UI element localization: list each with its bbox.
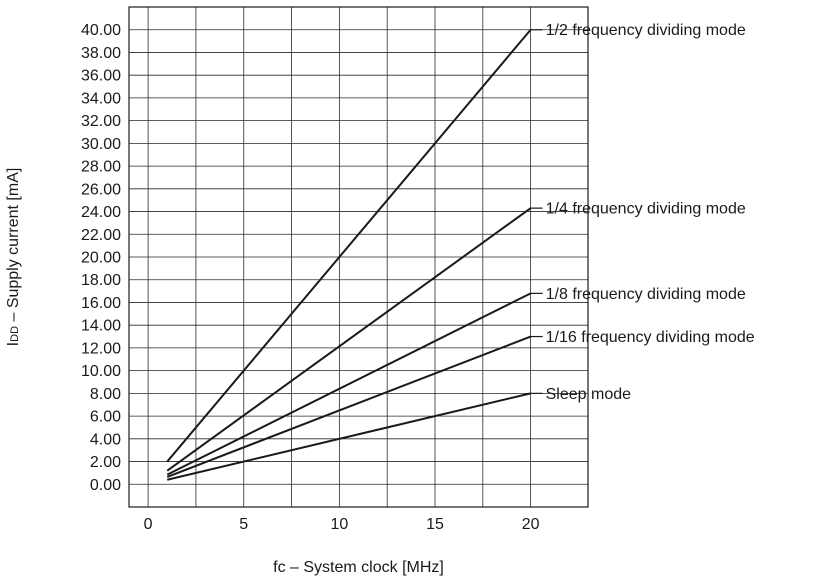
series-label: Sleep mode — [546, 386, 631, 403]
series-lines — [166, 29, 532, 481]
y-tick-label: 28.00 — [81, 159, 121, 176]
y-tick-label: 36.00 — [81, 68, 121, 85]
x-axis-title: fc – System clock [MHz] — [273, 559, 444, 576]
x-tick-label: 20 — [522, 516, 540, 533]
series-line — [167, 392, 531, 481]
y-tick-label: 0.00 — [90, 477, 121, 494]
y-tick-label: 30.00 — [81, 136, 121, 153]
y-tick-label: 12.00 — [81, 340, 121, 357]
y-tick-label: 24.00 — [81, 204, 121, 221]
series-label: 1/16 frequency dividing mode — [546, 329, 755, 346]
x-tick-label: 0 — [144, 516, 153, 533]
series-label: 1/2 frequency dividing mode — [546, 22, 746, 39]
x-axis-ticks: 0 5 10 15 20 — [144, 516, 540, 533]
y-axis-ticks: 0.00 2.00 4.00 6.00 8.00 10.00 12.00 14.00 16.00… — [81, 22, 121, 494]
y-tick-label: 6.00 — [90, 409, 121, 426]
x-tick-label: 10 — [330, 516, 348, 533]
y-tick-label: 34.00 — [81, 90, 121, 107]
y-tick-label: 26.00 — [81, 181, 121, 198]
y-tick-label: 8.00 — [90, 386, 121, 403]
y-tick-label: 38.00 — [81, 45, 121, 62]
series-line — [166, 292, 532, 476]
series-label: 1/4 frequency dividing mode — [546, 201, 746, 218]
y-tick-label: 16.00 — [81, 295, 121, 312]
series-line — [166, 29, 532, 463]
y-tick-label: 14.00 — [81, 318, 121, 335]
series-line — [166, 207, 532, 472]
y-tick-label: 32.00 — [81, 113, 121, 130]
y-tick-label: 20.00 — [81, 250, 121, 267]
y-axis-title: IDD – Supply current [mA] — [5, 168, 22, 347]
y-tick-label: 18.00 — [81, 272, 121, 289]
y-tick-label: 2.00 — [90, 454, 121, 471]
series-line — [166, 335, 531, 478]
x-tick-label: 5 — [239, 516, 248, 533]
grid — [129, 7, 588, 507]
x-tick-label: 15 — [426, 516, 444, 533]
y-axis-title-subscript: DD — [9, 326, 21, 342]
y-tick-label: 22.00 — [81, 227, 121, 244]
y-tick-label: 10.00 — [81, 363, 121, 380]
plot-frame — [128, 6, 589, 508]
y-tick-label: 40.00 — [81, 22, 121, 39]
y-axis-title-text: – Supply current [mA] — [5, 168, 22, 326]
series-label: 1/8 frequency dividing mode — [546, 286, 746, 303]
y-tick-label: 4.00 — [90, 431, 121, 448]
y-axis-title-symbol: I — [5, 342, 22, 346]
series-labels: 1/2 frequency dividing mode 1/4 frequency… — [530, 22, 755, 403]
